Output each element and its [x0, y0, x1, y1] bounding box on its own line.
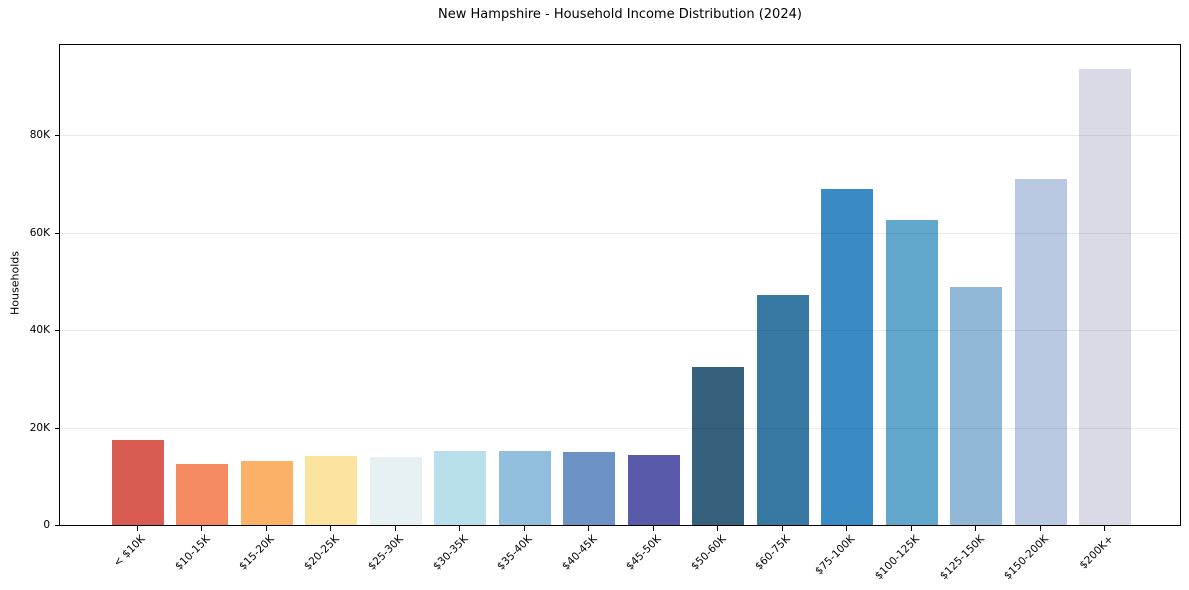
bar	[563, 452, 615, 525]
y-tick-label: 60K	[29, 226, 50, 239]
x-tick-label: $150-200K	[1001, 533, 1051, 583]
x-tick-label: $15-20K	[237, 533, 277, 573]
bar	[369, 457, 422, 525]
x-tick-label: $30-35K	[430, 533, 471, 573]
x-tick-mark	[136, 526, 138, 531]
bar	[885, 220, 938, 525]
gridline	[60, 330, 1180, 332]
x-tick-label: $100-125K	[872, 533, 922, 583]
bar	[627, 455, 680, 525]
x-tick-label: $60-75K	[753, 533, 793, 573]
x-tick-label: $200K+	[1077, 533, 1116, 572]
x-tick-mark	[1039, 526, 1041, 531]
bar	[176, 464, 228, 525]
y-tick-mark	[55, 232, 59, 234]
x-tick-mark	[846, 526, 847, 531]
x-tick-mark	[975, 526, 976, 531]
y-tick-label: 0	[43, 519, 50, 531]
bar	[240, 461, 293, 525]
gridline	[60, 135, 1180, 137]
y-tick-label: 20K	[29, 421, 50, 434]
gridline	[60, 232, 1180, 234]
x-tick-mark	[1104, 526, 1105, 531]
x-tick-label: $10-15K	[172, 533, 213, 573]
y-tick-mark	[55, 525, 59, 526]
x-tick-mark	[330, 526, 331, 531]
x-tick-label: $45-50K	[624, 533, 664, 573]
x-tick-mark	[717, 526, 718, 531]
gridline	[60, 427, 1180, 429]
y-tick-label: 40K	[29, 324, 50, 337]
bar	[756, 295, 809, 525]
x-tick-label: $35-40K	[495, 533, 535, 573]
x-tick-mark	[265, 526, 267, 531]
bar	[434, 451, 486, 525]
y-tick-mark	[55, 330, 59, 332]
x-tick-label: $75-100K	[813, 533, 858, 578]
x-tick-label: $125-150K	[937, 533, 987, 583]
chart-title: New Hampshire - Household Income Distrib…	[438, 7, 802, 22]
x-tick-mark	[201, 526, 202, 531]
y-tick-label: 80K	[29, 129, 50, 142]
bar	[1014, 179, 1067, 525]
x-tick-mark	[588, 526, 589, 531]
y-tick-mark	[55, 135, 59, 137]
x-tick-mark	[394, 526, 396, 531]
bar	[305, 456, 357, 525]
x-tick-mark	[910, 526, 912, 531]
x-tick-label: $40-45K	[559, 533, 600, 573]
plot-area	[59, 44, 1181, 526]
bar	[498, 451, 551, 525]
bar	[1079, 69, 1131, 525]
bar	[111, 440, 164, 525]
x-tick-label: < $10K	[111, 533, 148, 570]
y-axis-label: Households	[8, 251, 22, 315]
x-tick-mark	[652, 526, 654, 531]
x-tick-label: $50-60K	[688, 533, 729, 573]
x-tick-mark	[459, 526, 460, 531]
bar	[821, 189, 873, 525]
x-tick-mark	[523, 526, 525, 531]
bar	[950, 287, 1002, 525]
x-tick-label: $20-25K	[301, 533, 342, 573]
bar	[692, 367, 744, 525]
x-tick-label: $25-30K	[366, 533, 406, 573]
y-tick-mark	[55, 427, 59, 429]
x-tick-mark	[781, 526, 783, 531]
